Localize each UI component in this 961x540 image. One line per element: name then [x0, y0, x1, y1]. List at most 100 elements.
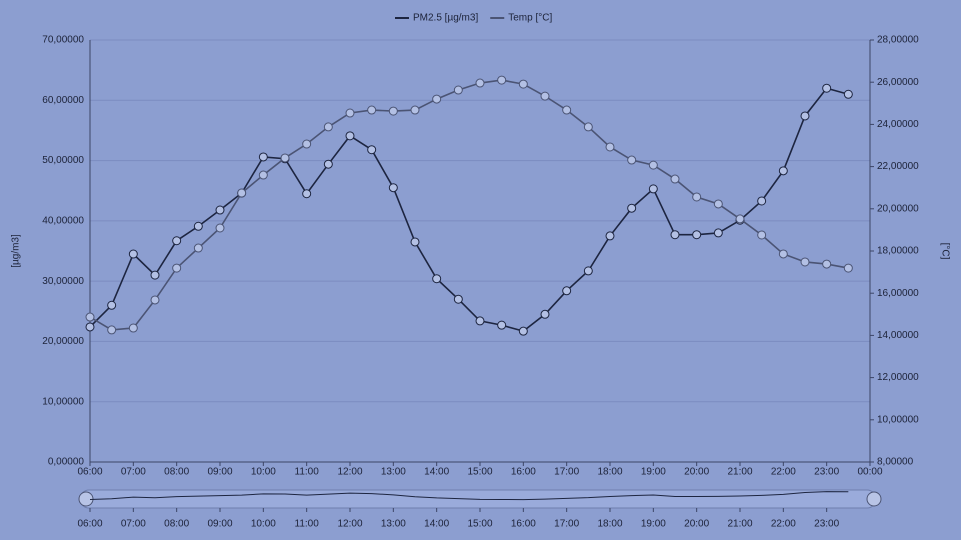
point — [822, 83, 832, 93]
y2-axis-label: [°C] — [939, 243, 950, 260]
point — [453, 294, 463, 304]
y2-tick-label: 16,00000 — [877, 288, 919, 299]
point — [323, 122, 333, 132]
point — [367, 145, 377, 155]
y-tick-label: 20,00000 — [42, 336, 84, 347]
y2-tick-label: 12,00000 — [877, 372, 919, 383]
navigator-tick-label: 23:00 — [814, 519, 839, 530]
point — [388, 183, 398, 193]
y-tick-label: 50,00000 — [42, 155, 84, 166]
point — [778, 249, 788, 259]
point — [648, 184, 658, 194]
y-tick-label: 30,00000 — [42, 276, 84, 287]
point — [172, 263, 182, 273]
y-tick-label: 10,00000 — [42, 396, 84, 407]
point — [150, 295, 160, 305]
x-tick-label: 13:00 — [381, 467, 406, 478]
x-tick-label: 20:00 — [684, 467, 709, 478]
point — [107, 325, 117, 335]
x-tick-label: 09:00 — [207, 467, 232, 478]
point — [605, 231, 615, 241]
x-tick-label: 11:00 — [295, 467, 320, 478]
point — [713, 228, 723, 238]
point — [193, 243, 203, 253]
x-tick-label: 14:00 — [424, 467, 449, 478]
navigator-tick-label: 14:00 — [424, 519, 449, 530]
y-tick-label: 40,00000 — [42, 215, 84, 226]
point — [843, 89, 853, 99]
point — [150, 270, 160, 280]
point — [605, 142, 615, 152]
point — [843, 263, 853, 273]
point — [692, 230, 702, 240]
y2-tick-label: 26,00000 — [877, 77, 919, 88]
point — [345, 131, 355, 141]
point — [540, 309, 550, 319]
point — [128, 323, 138, 333]
point — [497, 75, 507, 85]
point — [302, 189, 312, 199]
x-tick-label: 22:00 — [771, 467, 796, 478]
navigator-tick-label: 06:00 — [77, 519, 102, 530]
point — [215, 223, 225, 233]
point — [822, 259, 832, 269]
x-tick-label: 10:00 — [251, 467, 276, 478]
point — [367, 105, 377, 115]
point — [193, 221, 203, 231]
navigator-tick-label: 19:00 — [641, 519, 666, 530]
navigator-tick-label: 09:00 — [207, 519, 232, 530]
point — [432, 94, 442, 104]
point — [237, 188, 247, 198]
point — [410, 105, 420, 115]
point — [583, 266, 593, 276]
series-line — [89, 87, 849, 333]
navigator-tick-label: 12:00 — [337, 519, 362, 530]
x-tick-label: 16:00 — [511, 467, 536, 478]
point — [670, 230, 680, 240]
navigator-tick-label: 20:00 — [684, 519, 709, 530]
point — [323, 159, 333, 169]
navigator-tick-label: 17:00 — [554, 519, 579, 530]
x-tick-label: 08:00 — [164, 467, 189, 478]
point — [172, 236, 182, 246]
navigator-line — [89, 491, 849, 501]
point — [713, 199, 723, 209]
point — [475, 78, 485, 88]
point — [648, 160, 658, 170]
point — [800, 257, 810, 267]
point — [128, 249, 138, 259]
point — [302, 139, 312, 149]
point — [562, 286, 572, 296]
point — [215, 205, 225, 215]
navigator-tick-label: 16:00 — [511, 519, 536, 530]
point — [258, 152, 268, 162]
point — [432, 274, 442, 284]
x-tick-label: 17:00 — [554, 467, 579, 478]
point — [280, 153, 290, 163]
y2-tick-label: 24,00000 — [877, 119, 919, 130]
x-tick-label: 00:00 — [857, 467, 882, 478]
point — [583, 122, 593, 132]
y2-tick-label: 8,00000 — [877, 457, 914, 468]
point — [475, 316, 485, 326]
x-tick-label: 15:00 — [467, 467, 492, 478]
x-tick-label: 21:00 — [727, 467, 752, 478]
x-tick-label: 23:00 — [814, 467, 839, 478]
navigator-tick-label: 21:00 — [727, 519, 752, 530]
y2-tick-label: 14,00000 — [877, 330, 919, 341]
point — [85, 312, 95, 322]
series-line — [89, 79, 849, 331]
point — [345, 108, 355, 118]
x-tick-label: 19:00 — [641, 467, 666, 478]
navigator-tick-label: 08:00 — [164, 519, 189, 530]
x-tick-label: 06:00 — [77, 467, 102, 478]
y2-tick-label: 20,00000 — [877, 203, 919, 214]
point — [692, 192, 702, 202]
point — [410, 237, 420, 247]
navigator-tick-label: 07:00 — [121, 519, 146, 530]
navigator-handle[interactable] — [866, 491, 882, 507]
x-tick-label: 12:00 — [337, 467, 362, 478]
y-tick-label: 0,00000 — [48, 457, 85, 468]
y-tick-label: 70,00000 — [42, 35, 84, 46]
